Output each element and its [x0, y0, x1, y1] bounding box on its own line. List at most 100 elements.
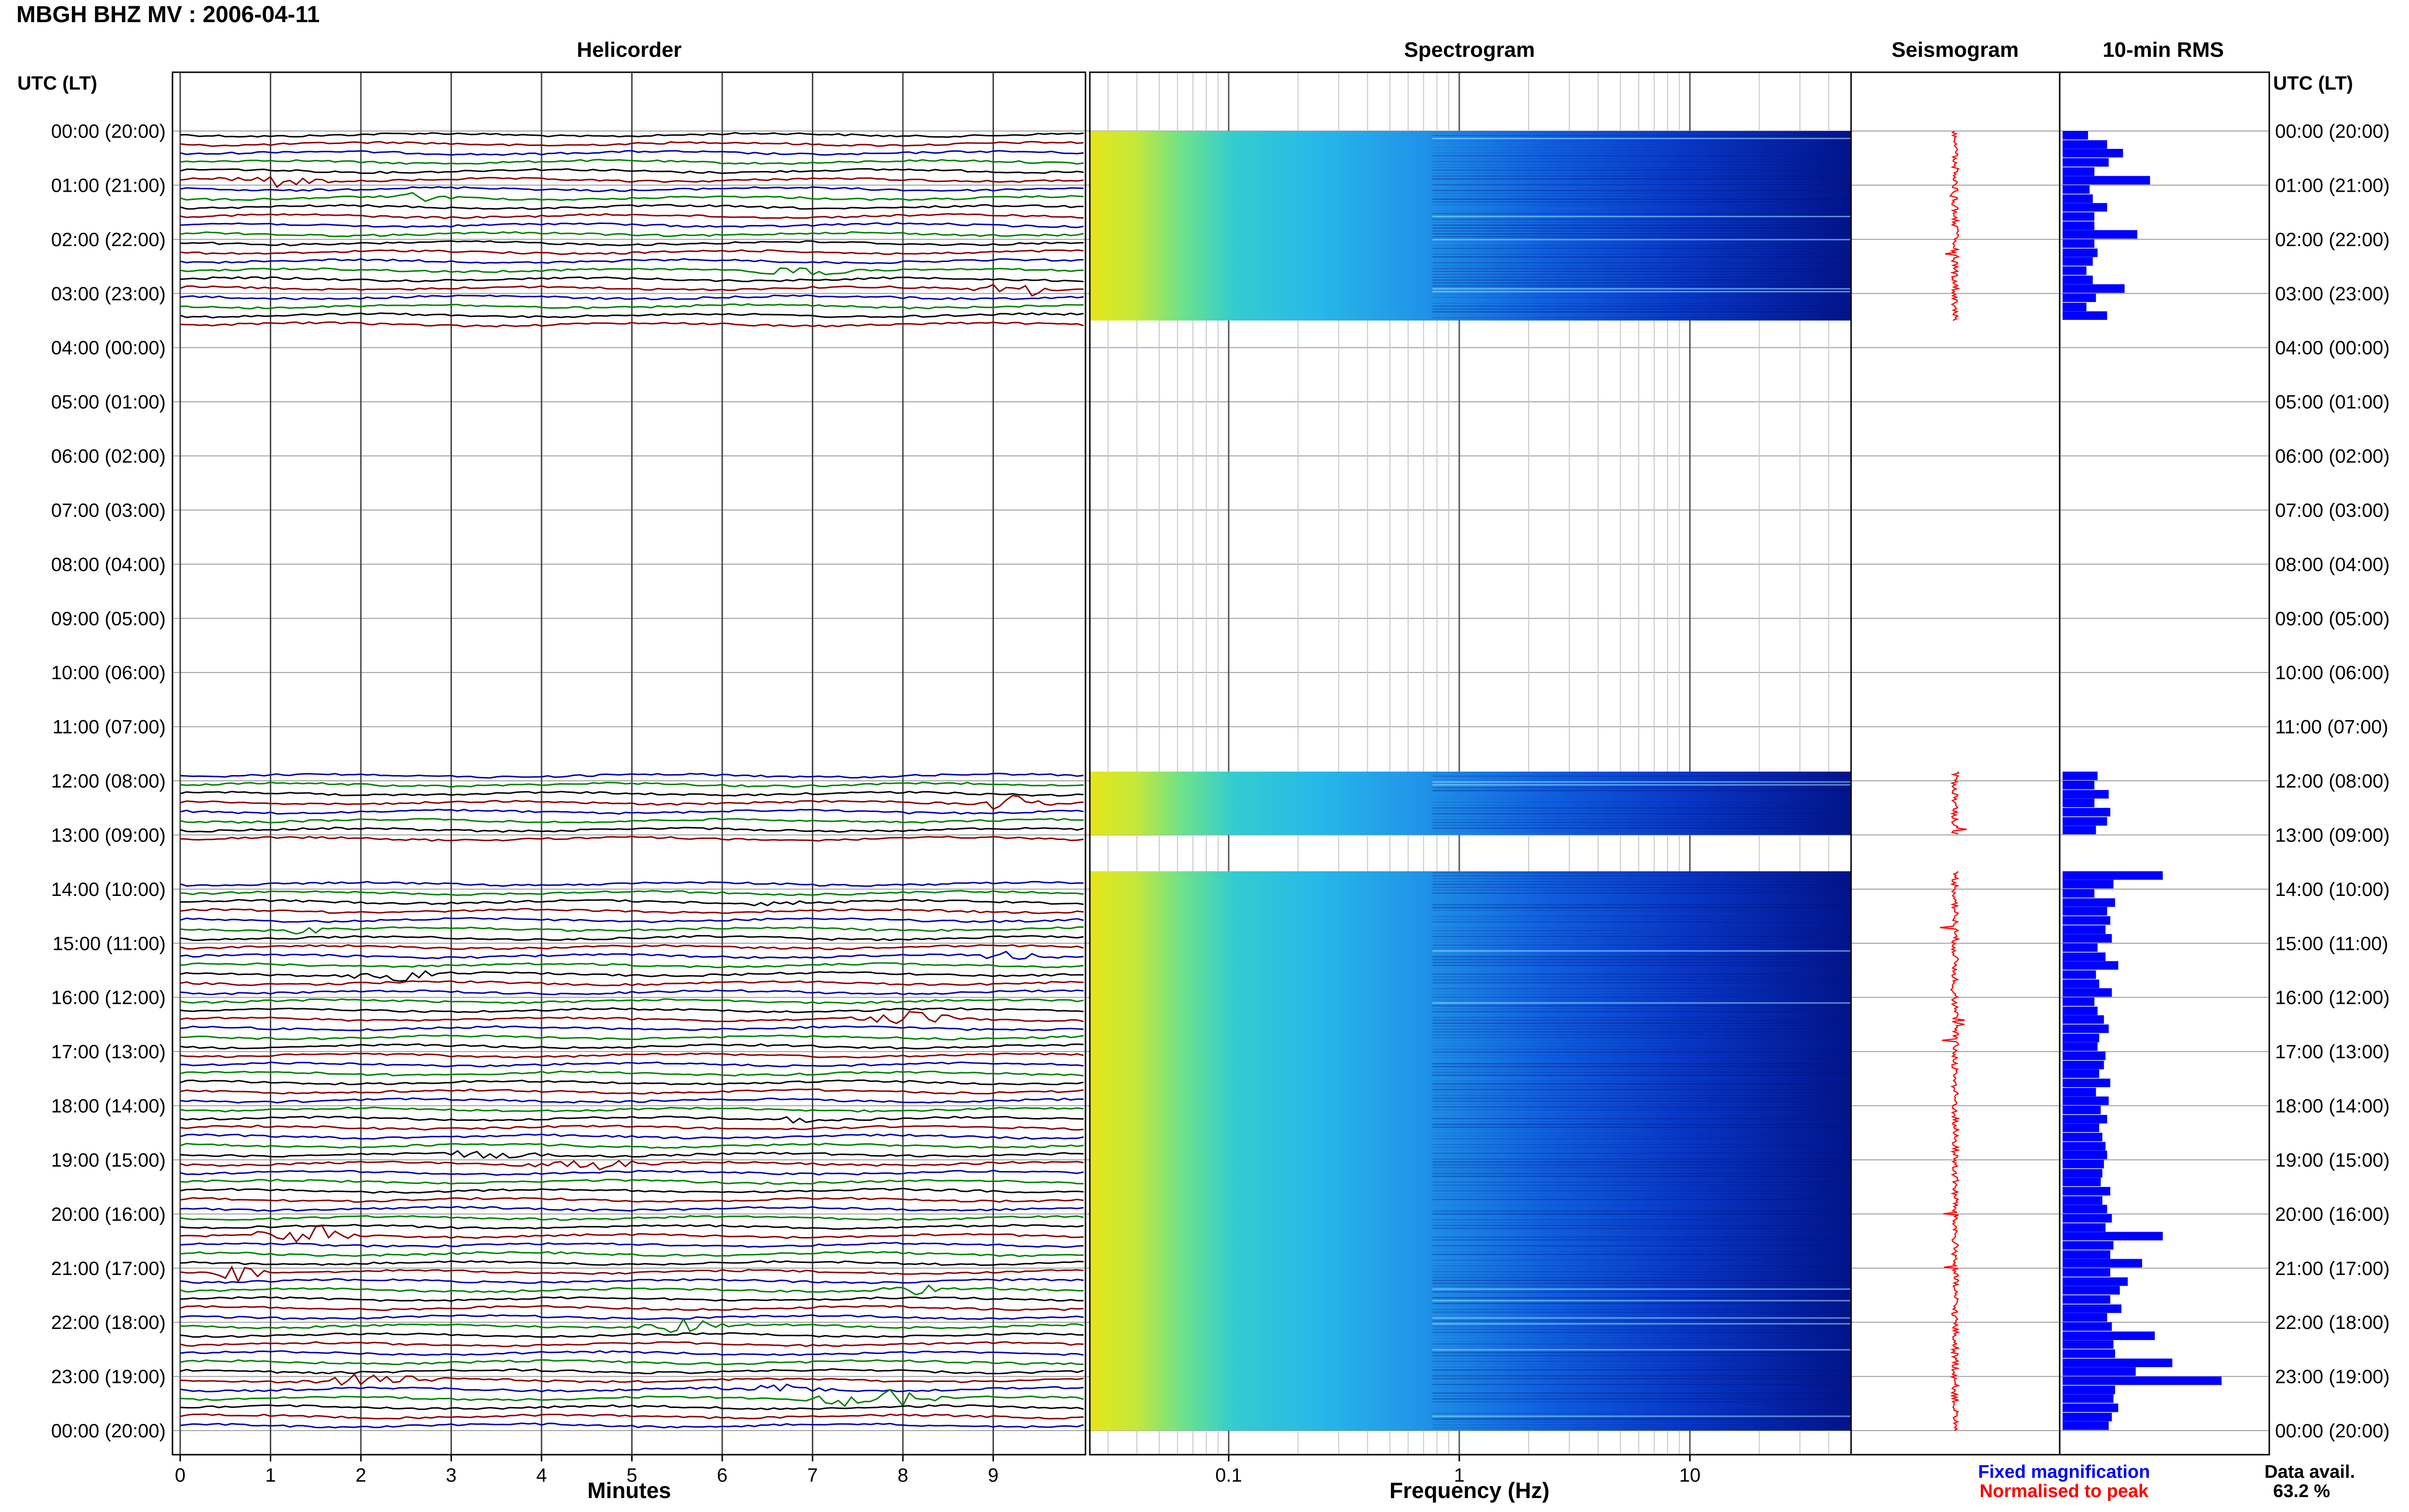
rms-bar [2063, 1024, 2109, 1033]
spectrogram-streak [1432, 953, 1851, 955]
helicorder-trace [180, 1034, 1084, 1041]
spectrogram-streak [1432, 271, 1851, 272]
rms-bars [2063, 131, 2222, 1430]
rms-bar [2063, 176, 2150, 185]
spectrogram-streak [1432, 830, 1851, 832]
helicorder-trace [180, 1187, 1084, 1194]
minute-tick-label: 8 [898, 1465, 908, 1486]
spectrogram-streak [1432, 789, 1851, 791]
spectrogram-streak [1432, 1146, 1851, 1148]
spectrogram-streak [1432, 135, 1851, 136]
rms-bar [2063, 1042, 2098, 1051]
helicorder-trace [180, 168, 1084, 174]
spectrogram-streak [1432, 1100, 1851, 1102]
hour-label-left: 00:00 (20:00) [51, 1420, 166, 1442]
hour-label-right: 16:00 (12:00) [2275, 987, 2390, 1009]
minute-tick-label: 1 [265, 1465, 276, 1486]
rms-bar [2063, 880, 2114, 889]
rms-bar [2063, 167, 2094, 176]
data-availability-label: Data avail. [2264, 1462, 2355, 1482]
spectrogram-streak [1432, 1011, 1851, 1012]
hour-label-left: 10:00 (06:00) [51, 662, 166, 684]
spectrogram-streak [1432, 1135, 1851, 1137]
spectrogram-streak [1432, 317, 1851, 318]
spectrogram-streak [1432, 821, 1851, 823]
spectrogram-streak [1432, 787, 1851, 789]
helicorder-trace [180, 1242, 1084, 1248]
spectrogram-streak [1432, 1294, 1851, 1296]
utc-label-right: UTC (LT) [2273, 73, 2353, 94]
spectrogram-streak [1432, 1045, 1851, 1047]
hour-label-left: 20:00 (16:00) [51, 1204, 166, 1225]
hour-label-left: 19:00 (15:00) [51, 1150, 166, 1171]
spectrogram-streak [1432, 1086, 1851, 1088]
spectrogram-streak [1432, 274, 1851, 275]
rms-bar [2063, 284, 2125, 293]
spectrogram-streak [1432, 827, 1851, 829]
helicorder-trace [180, 1404, 1084, 1410]
helicorder-trace [180, 276, 1084, 283]
spectrogram-streak [1432, 1094, 1851, 1096]
spectrogram-streak [1432, 1334, 1851, 1336]
rms-bar [2063, 1196, 2103, 1205]
spectrogram-streak [1432, 804, 1851, 806]
spectrogram-streak [1432, 1366, 1851, 1368]
rms-bar [2063, 1340, 2114, 1349]
seismogram-title: Seismogram [1892, 38, 2019, 62]
hour-label-right: 04:00 (00:00) [2275, 338, 2390, 359]
rms-bar [2063, 1286, 2120, 1295]
spectrogram-streak [1432, 1126, 1851, 1128]
spectrogram-streak [1432, 1123, 1851, 1125]
spectrogram-title: Spectrogram [1404, 38, 1535, 62]
rms-bar [2063, 149, 2123, 158]
spectrogram-streak [1432, 1002, 1851, 1004]
helicorder-trace [180, 1265, 1084, 1284]
spectrogram-streak [1432, 889, 1851, 891]
spectrogram-streak [1432, 207, 1851, 209]
hour-label-right: 17:00 (13:00) [2275, 1041, 2390, 1063]
rms-bar [2063, 1061, 2104, 1069]
helicorder-trace [180, 249, 1084, 255]
helicorder-trace [180, 192, 1084, 202]
spectrogram-streak [1432, 1253, 1851, 1255]
spectrogram-streak [1432, 1285, 1851, 1287]
rms-bar [2063, 1123, 2099, 1132]
helicorder-trace [180, 1260, 1084, 1266]
hour-label-right: 00:00 (20:00) [2275, 121, 2390, 142]
spectrogram-streak [1432, 901, 1851, 903]
rms-bar [2063, 140, 2107, 149]
rms-bar [2063, 889, 2094, 898]
rms-bar [2063, 916, 2110, 925]
spectrogram-streak [1432, 1340, 1851, 1342]
rms-bar [2063, 1169, 2103, 1178]
helicorder-trace [180, 150, 1084, 156]
spectrogram-streak [1432, 1167, 1851, 1169]
spectrogram-streak [1432, 909, 1851, 911]
spectrogram-streak [1432, 1037, 1851, 1039]
spectrogram-streak [1432, 1328, 1851, 1330]
helicorder-trace [180, 1159, 1084, 1170]
rms-bar [2063, 1358, 2172, 1367]
helicorder-trace [180, 1143, 1084, 1149]
spectrogram-streak [1432, 959, 1851, 960]
helicorder-trace [180, 303, 1084, 310]
spectrogram-streak [1432, 775, 1851, 777]
spectrogram-streak [1432, 1386, 1851, 1388]
spectrogram-streak [1432, 1427, 1851, 1429]
spectrogram-streak [1432, 1109, 1851, 1111]
spectrogram-streak [1432, 1202, 1851, 1203]
spectrogram-streak [1432, 161, 1851, 162]
spectrogram-streak [1432, 1198, 1851, 1200]
spectrogram-streak [1432, 1390, 1851, 1391]
spectrogram-streak [1432, 1357, 1851, 1359]
spectrogram-streak [1432, 813, 1851, 815]
hour-label-left: 21:00 (17:00) [51, 1258, 166, 1279]
spectrogram-streak [1432, 1404, 1851, 1406]
rms-bar [2063, 266, 2087, 275]
spectrogram-streak [1432, 213, 1851, 214]
spectrogram-streak [1432, 1326, 1851, 1328]
spectrogram-streak [1432, 1060, 1851, 1062]
helicorder-trace [180, 1025, 1084, 1031]
spectrogram-streak [1432, 1175, 1851, 1177]
rms-bar [2063, 790, 2109, 799]
